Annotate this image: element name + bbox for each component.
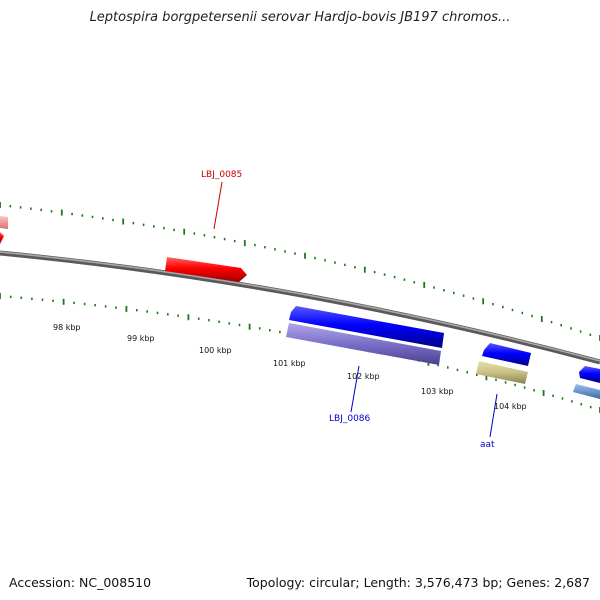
tick-label-103: 103 kbp	[421, 387, 454, 396]
gene-blue-large[interactable]	[289, 306, 444, 348]
gene-lbj-0085[interactable]	[165, 257, 247, 282]
tick-label-99: 99 kbp	[127, 334, 155, 343]
leader-line-lbj-0086	[350, 365, 360, 413]
map-title: Leptospira borgpetersenii serovar Hardjo…	[89, 10, 511, 25]
gene-lbj-0086[interactable]	[286, 323, 441, 365]
tick-label-102: 102 kbp	[347, 372, 380, 381]
gene-label-lbj-0085[interactable]: LBJ_0085	[201, 170, 242, 180]
gene-aat[interactable]	[476, 361, 528, 384]
gene-blue-small[interactable]	[482, 343, 531, 366]
leader-line-aat	[489, 393, 498, 438]
accession-text: Accession: NC_008510	[9, 575, 152, 590]
tick-label-104: 104 kbp	[494, 402, 527, 411]
tick-label-98: 98 kbp	[53, 323, 81, 332]
gene-forward-left[interactable]	[0, 232, 4, 244]
tick-label-101: 101 kbp	[273, 359, 306, 368]
gene-blue-right[interactable]	[579, 366, 600, 383]
backbone	[0, 250, 600, 365]
outer-tick-ring	[0, 202, 600, 341]
gene-label-aat[interactable]: aat	[480, 440, 495, 450]
tick-label-100: 100 kbp	[199, 346, 232, 355]
leader-line-lbj-0085	[213, 181, 223, 230]
backbone-highlight	[0, 251, 600, 362]
gene-label-lbj-0086[interactable]: LBJ_0086	[329, 414, 371, 424]
topology-summary: Topology: circular; Length: 3,576,473 bp…	[246, 575, 590, 590]
gene-forward-light-left[interactable]	[0, 216, 8, 229]
gene-light-blue-right[interactable]	[573, 384, 600, 399]
